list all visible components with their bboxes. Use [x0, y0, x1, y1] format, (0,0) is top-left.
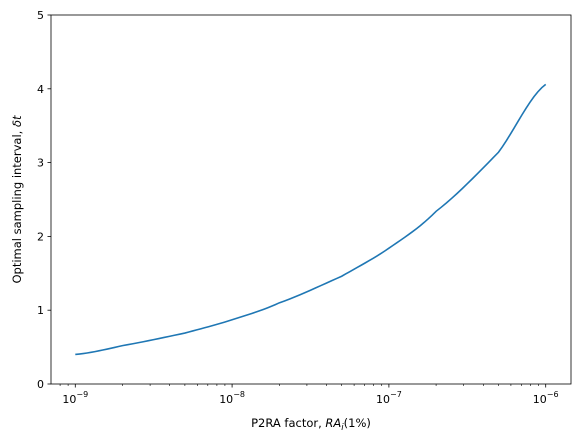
y-axis-ticks: 0 1 2 3 4 5: [37, 9, 51, 391]
x-tick-label: 10−7: [376, 390, 402, 406]
axes-frame: [50, 14, 572, 385]
y-axis-label: Optimal sampling interval, δt: [10, 115, 24, 284]
x-tick-label: 10−9: [62, 390, 88, 406]
x-tick-label: 10−8: [219, 390, 245, 406]
x-tick-label: 10−6: [533, 390, 559, 406]
y-tick-label: 5: [37, 9, 44, 22]
x-axis-ticks: 10−9 10−8 10−7 10−6: [62, 384, 559, 406]
series-layer: [75, 83, 547, 356]
y-tick-label: 4: [37, 83, 44, 96]
x-axis-label: P2RA factor, RAi(1%): [251, 416, 371, 433]
y-tick-label: 3: [37, 157, 44, 170]
y-tick-label: 1: [37, 304, 44, 317]
series-line: [75, 83, 547, 356]
y-tick-label: 0: [37, 378, 44, 391]
y-tick-label: 2: [37, 230, 44, 243]
